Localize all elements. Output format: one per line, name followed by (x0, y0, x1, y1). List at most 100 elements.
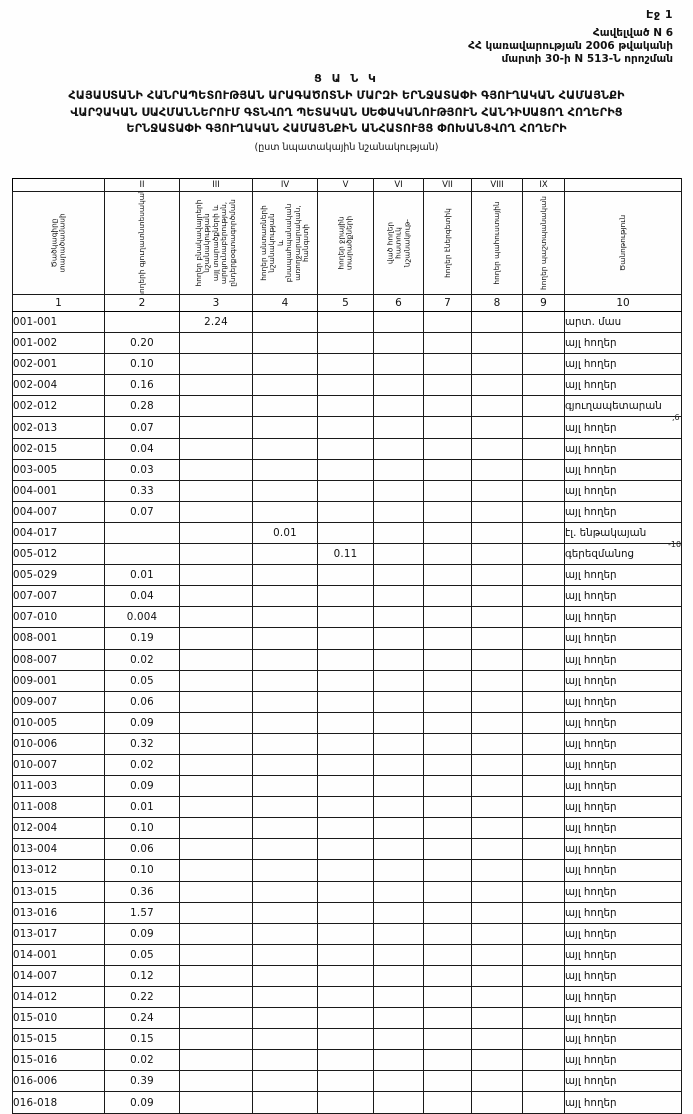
cell-value-col-2: 0.24 (104, 1007, 180, 1030)
cell-parcel-code: 007-007 (12, 585, 105, 608)
table-row[interactable]: 013-017 0.09 այլ հողեր (12, 922, 682, 945)
cell-value-col-5 (317, 985, 374, 1009)
cell-parcel-code: 003-005 (12, 458, 105, 481)
cell-value-col-4 (252, 1091, 318, 1114)
table-row[interactable]: 002-004 0.16 այլ հողեր (12, 374, 682, 397)
cell-value-col-6 (373, 985, 424, 1009)
cell-value-col-3 (179, 943, 253, 966)
table-row[interactable]: 010-007 0.02 այլ հողեր (12, 753, 682, 777)
table-row[interactable]: 011-008 0.01 այլ հողեր (12, 796, 682, 819)
cell-value-col-9 (522, 648, 565, 671)
cell-value-col-4: 0.01 (252, 521, 318, 545)
table-row[interactable]: 005-029 0.01 այլ հողեր (12, 564, 682, 587)
cell-value-col-7 (423, 985, 472, 1009)
table-row[interactable]: 002-001 0.10 այլ հողեր (12, 353, 682, 376)
cell-parcel-code: 013-015 (12, 880, 105, 903)
cell-value-col-7 (423, 775, 472, 798)
table-row[interactable]: 014-012 0.22 այլ հողեր (12, 985, 682, 1009)
cell-value-col-3 (179, 669, 253, 692)
cell-note: այլ հողեր (564, 479, 682, 502)
cell-value-col-8 (471, 964, 523, 988)
cell-value-col-8 (471, 585, 523, 608)
roman-numeral-cell-9: IX (522, 178, 565, 192)
table-row[interactable]: 016-006 0.39 այլ հողեր (12, 1070, 682, 1093)
cell-value-col-8 (471, 690, 523, 713)
table-row[interactable]: 015-015 0.15 այլ հողեր (12, 1028, 682, 1051)
cell-value-col-5 (317, 753, 374, 777)
table-row[interactable]: 007-007 0.04 այլ հողեր (12, 585, 682, 608)
cell-value-col-9 (522, 585, 565, 608)
table-row[interactable]: 002-015 0.04 այլ հողեր (12, 437, 682, 460)
cell-note: այլ հողեր (564, 817, 682, 840)
roman-numeral-cell-10 (564, 178, 682, 192)
cell-value-col-3 (179, 500, 253, 523)
table-row[interactable]: 008-001 0.19 այլ հողեր (12, 627, 682, 650)
cell-value-col-2: 0.06 (104, 690, 180, 713)
cell-value-col-8 (471, 817, 523, 840)
table-row[interactable]: 013-015 0.36 այլ հողեր (12, 880, 682, 903)
table-row[interactable]: 014-001 0.05 այլ հողեր (12, 943, 682, 966)
table-row[interactable]: 015-016 0.02 այլ հողեր (12, 1049, 682, 1072)
cell-value-col-7 (423, 1070, 472, 1093)
cell-value-col-9 (522, 753, 565, 777)
cell-value-col-5 (317, 796, 374, 819)
cell-value-col-3 (179, 521, 253, 545)
cell-parcel-code: 011-008 (12, 796, 105, 819)
table-row[interactable]: 002-012 0.28 գյուղապետարան (12, 395, 682, 418)
table-row[interactable]: 015-010 0.24 այլ հողեր (12, 1007, 682, 1030)
table-row[interactable]: 009-001 0.05 այլ հողեր (12, 669, 682, 692)
table-row[interactable]: 014-007 0.12 այլ հողեր (12, 964, 682, 988)
cell-value-col-7 (423, 1091, 472, 1114)
table-row[interactable]: 013-016 1.57 այլ հողեր (12, 901, 682, 924)
table-row[interactable]: 016-018 0.09 այլ հողեր (12, 1091, 682, 1114)
cell-value-col-6 (373, 964, 424, 988)
cell-value-col-4 (252, 543, 318, 566)
table-row[interactable]: 009-007 0.06 այլ հողեր (12, 690, 682, 713)
table-row[interactable]: 002-013 0.07 այլ հողեր (12, 416, 682, 439)
cell-value-col-7 (423, 627, 472, 650)
cell-value-col-8 (471, 922, 523, 945)
table-row[interactable]: 013-012 0.10 այլ հողեր (12, 859, 682, 882)
table-row[interactable]: 008-007 0.02 այլ հողեր (12, 648, 682, 671)
cell-value-col-8 (471, 1007, 523, 1030)
cell-value-col-7 (423, 479, 472, 502)
cell-value-col-4 (252, 817, 318, 840)
table-row[interactable]: 001-002 0.20 այլ հողեր (12, 332, 682, 355)
cell-value-col-7 (423, 753, 472, 777)
cell-value-col-2: 0.02 (104, 753, 180, 777)
table-row[interactable]: 004-017 0.01 էլ. ենթակայան (12, 521, 682, 545)
table-row[interactable]: 001-001 2.24 արտ. մաս (12, 310, 682, 334)
table-row[interactable]: 010-006 0.32 այլ հողեր (12, 732, 682, 755)
cell-value-col-3 (179, 1007, 253, 1030)
cell-value-col-8 (471, 310, 523, 334)
table-row[interactable]: 004-007 0.07 այլ հողեր (12, 500, 682, 523)
table-row[interactable]: 007-010 0.004 այլ հողեր (12, 606, 682, 629)
table-row[interactable]: 011-003 0.09 այլ հողեր (12, 775, 682, 798)
table-row[interactable]: 003-005 0.03 այլ հողեր (12, 458, 682, 481)
cell-parcel-code: 015-016 (12, 1049, 105, 1072)
cell-note: այլ հողեր (564, 690, 682, 713)
cell-note: այլ հողեր (564, 1049, 682, 1072)
cell-value-col-2: 0.32 (104, 732, 180, 755)
cell-value-col-5 (317, 458, 374, 481)
roman-numeral-cell-5: V (317, 178, 374, 192)
cell-value-col-2: 0.12 (104, 964, 180, 988)
cell-note: այլ հողեր (564, 1007, 682, 1030)
cell-value-col-5 (317, 711, 374, 734)
column-number-cell-9: 9 (522, 294, 565, 312)
cell-value-col-9 (522, 796, 565, 819)
column-number-row: 1 2 3 4 5 6 7 8 9 10 (12, 294, 682, 312)
cell-note: այլ հողեր (564, 627, 682, 650)
cell-value-col-3 (179, 690, 253, 713)
table-row[interactable]: 010-005 0.09 այլ հողեր (12, 711, 682, 734)
table-row[interactable]: 013-004 0.06 այլ հողեր (12, 838, 682, 861)
column-header-1-line-2: տարածամասի (57, 213, 67, 273)
cell-value-col-7 (423, 416, 472, 439)
cell-parcel-code: 001-002 (12, 332, 105, 355)
table-row[interactable]: 004-001 0.33 այլ հողեր (12, 479, 682, 502)
table-row[interactable]: 012-004 0.10 այլ հողեր (12, 817, 682, 840)
cell-value-col-4 (252, 985, 318, 1009)
cell-value-col-5 (317, 732, 374, 755)
cell-value-col-7 (423, 880, 472, 903)
table-row[interactable]: 005-012 0.11 գերեզմանոց (12, 543, 682, 566)
